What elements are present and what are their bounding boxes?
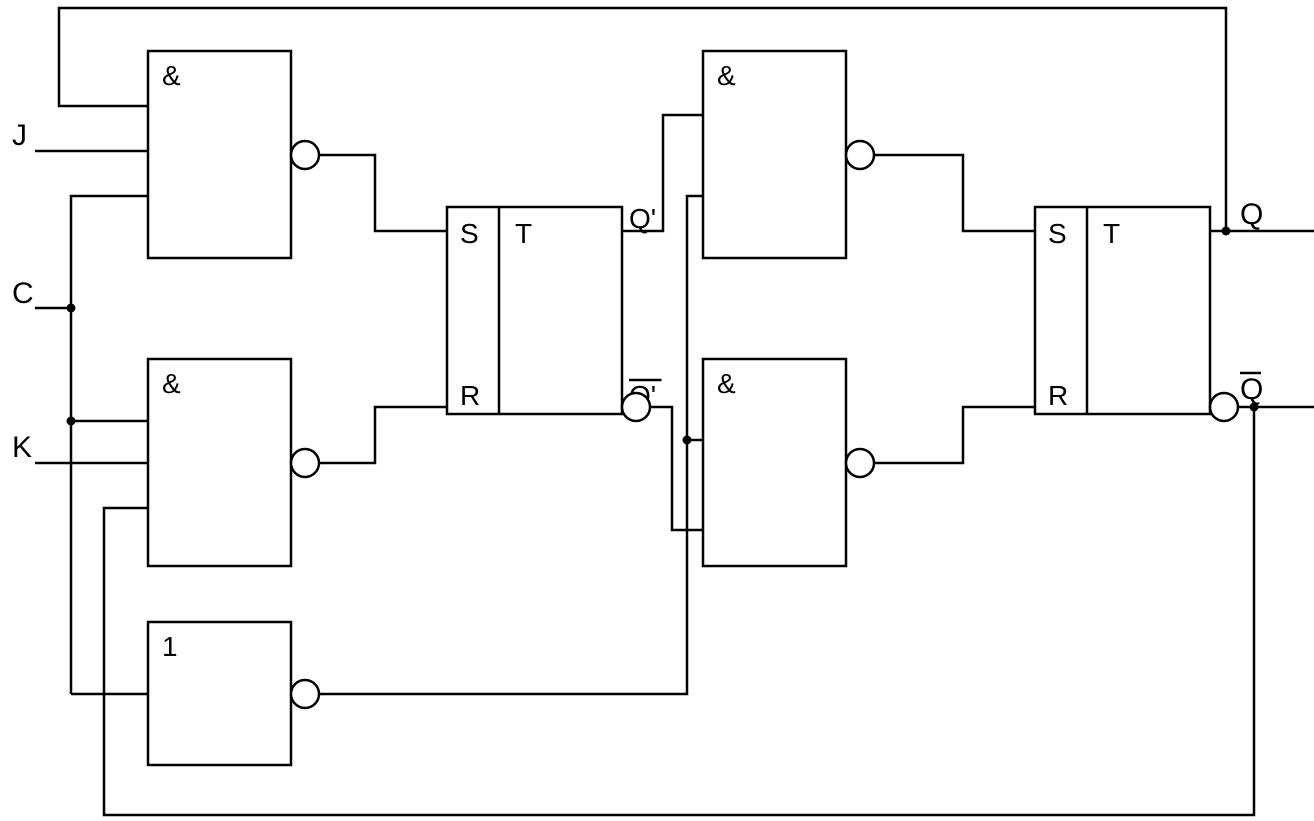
svg-text:&: & — [717, 368, 736, 399]
svg-text:T: T — [515, 218, 532, 249]
latch-slave-qb-bubble — [1210, 393, 1238, 421]
gate-nand_tl: & — [148, 51, 319, 258]
latch-slave: S R T — [1035, 207, 1238, 421]
junction-Q_fb_tap — [1222, 227, 1231, 236]
input-label-C: C — [12, 277, 34, 310]
gate-nand_bl: & — [148, 359, 319, 566]
wire-nand_br_out — [874, 407, 1035, 463]
gate-nand_tr: & — [703, 51, 874, 258]
svg-text:R: R — [1048, 380, 1068, 411]
gate-not_gate: 1 — [148, 622, 319, 765]
wire-nand_tr_out — [874, 155, 1035, 231]
junction-C_node_bl — [67, 417, 76, 426]
svg-text:&: & — [717, 60, 736, 91]
wire-not_out_up — [319, 440, 687, 694]
outputs-layer: QQ — [1240, 198, 1263, 406]
gate-nand_br-bubble — [846, 449, 874, 477]
svg-text:R: R — [460, 380, 480, 411]
svg-text:T: T — [1103, 218, 1120, 249]
input-label-K: K — [12, 431, 32, 464]
latch-master-qb-bubble — [622, 393, 650, 421]
svg-text:S: S — [460, 218, 479, 249]
wire-C_up_to_tl — [71, 196, 148, 308]
svg-text:&: & — [162, 368, 181, 399]
gate-nand_tr-bubble — [846, 141, 874, 169]
wire-master_Qb_out — [650, 407, 703, 530]
svg-text:Q': Q' — [629, 203, 656, 234]
svg-text:S: S — [1048, 218, 1067, 249]
wire-nand_tl_out — [319, 155, 447, 231]
input-label-J: J — [12, 119, 27, 152]
wire-notC_to_tr — [687, 196, 703, 440]
svg-text:&: & — [162, 60, 181, 91]
svg-text:1: 1 — [162, 631, 178, 662]
inputs-layer: J C K — [12, 119, 34, 464]
gate-nand_bl-bubble — [291, 449, 319, 477]
junction-C_node_main — [67, 304, 76, 313]
wire-nand_bl_out — [319, 407, 447, 463]
gate-nand_br: & — [703, 359, 874, 566]
output-label-Qb: Q — [1240, 373, 1263, 406]
junction-notC_split — [683, 436, 692, 445]
output-label-Q: Q — [1240, 198, 1263, 231]
gate-not_gate-bubble — [291, 680, 319, 708]
gate-nand_tl-bubble — [291, 141, 319, 169]
latch-master: SRTQ'Q' — [447, 203, 661, 421]
